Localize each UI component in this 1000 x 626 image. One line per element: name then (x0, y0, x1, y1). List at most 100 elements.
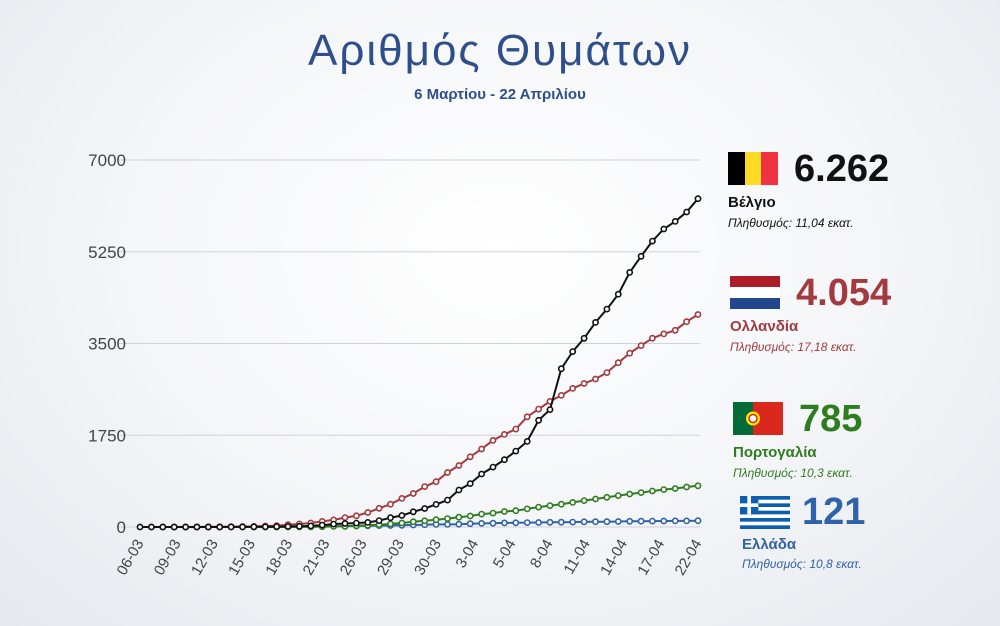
data-point (592, 495, 599, 503)
data-point (626, 517, 634, 525)
data-point (284, 523, 292, 530)
data-point (671, 485, 679, 492)
data-point (500, 430, 508, 438)
data-point (466, 480, 474, 487)
data-point (330, 520, 337, 528)
y-tick-label: 7000 (88, 151, 126, 170)
data-point (649, 517, 656, 525)
chart-title: Αριθμός Θυμάτων (307, 26, 693, 75)
data-point (580, 380, 588, 387)
data-point (569, 498, 577, 506)
data-point (694, 311, 702, 318)
data-point (466, 453, 474, 461)
legend-value: 785 (799, 398, 863, 440)
data-point (683, 208, 690, 216)
data-point (535, 416, 542, 424)
data-point (671, 517, 679, 525)
legend-value: 6.262 (794, 148, 890, 190)
series-line (140, 198, 699, 528)
data-point (193, 523, 201, 531)
data-point (557, 391, 565, 399)
data-point (683, 517, 690, 525)
data-point (466, 520, 474, 528)
data-point (466, 512, 474, 520)
data-point (432, 516, 440, 524)
x-tick-label: 11-04 (561, 537, 594, 578)
data-point (626, 349, 634, 357)
data-point (159, 523, 167, 531)
data-point (341, 514, 349, 521)
data-point (489, 463, 497, 471)
data-point (444, 515, 451, 522)
data-point (649, 237, 656, 245)
data-point (694, 517, 702, 525)
data-point (614, 492, 622, 499)
data-point (409, 518, 417, 526)
legend-name: Πορτογαλία (733, 444, 817, 461)
legend-name: Ολλανδία (730, 318, 799, 335)
x-tick-label: 29-03 (374, 537, 408, 579)
data-point (523, 519, 531, 526)
data-point (557, 518, 565, 526)
x-tick-label: 17-04 (634, 537, 668, 579)
data-point (170, 523, 178, 531)
data-point (489, 519, 497, 527)
x-tick-label: 15-03 (225, 537, 259, 579)
data-point (352, 519, 360, 527)
x-tick-label: 14-04 (597, 537, 631, 579)
data-point (660, 517, 668, 525)
data-point (478, 510, 485, 518)
data-point (364, 509, 372, 516)
data-point (603, 493, 611, 501)
data-point (398, 494, 406, 502)
data-point (535, 503, 542, 511)
y-tick-label: 0 (117, 518, 126, 537)
data-point (295, 522, 303, 530)
data-point (478, 520, 485, 527)
data-point (637, 342, 645, 349)
x-tick-label: 26-03 (337, 537, 371, 579)
data-point (261, 523, 269, 531)
data-point (660, 486, 668, 493)
data-point (523, 437, 531, 445)
y-tick-label: 5250 (88, 243, 126, 262)
data-point (649, 487, 656, 495)
data-point (387, 514, 394, 522)
data-point (580, 497, 588, 504)
data-point (512, 519, 520, 527)
data-point (637, 517, 645, 525)
data-point (626, 268, 634, 276)
data-point (455, 486, 463, 494)
data-point (409, 490, 417, 497)
data-point (375, 517, 383, 524)
data-point (637, 252, 645, 260)
data-point (660, 330, 668, 338)
data-point (455, 520, 463, 528)
data-point (603, 369, 611, 376)
data-point (580, 334, 588, 342)
x-tick-label: 5-04 (490, 537, 520, 572)
data-point (352, 512, 360, 520)
x-tick-label: 06-03 (114, 537, 148, 579)
data-point (489, 436, 497, 444)
data-point (546, 502, 554, 509)
data-point (614, 290, 622, 298)
data-point (603, 518, 611, 526)
legend-population: Πληθυσμός: 10,3 εκατ. (733, 466, 853, 480)
data-point (523, 505, 531, 513)
data-point (660, 225, 668, 233)
data-point (694, 482, 702, 490)
data-point (535, 405, 542, 413)
data-point (216, 523, 224, 531)
data-point (626, 490, 634, 498)
data-point (580, 518, 588, 526)
data-point (592, 375, 599, 383)
data-point (512, 425, 520, 433)
data-point (500, 519, 508, 527)
data-point (387, 500, 394, 508)
data-point (683, 318, 690, 326)
data-point (147, 523, 155, 531)
x-tick-label: 30-03 (411, 537, 445, 579)
data-point (637, 489, 645, 496)
